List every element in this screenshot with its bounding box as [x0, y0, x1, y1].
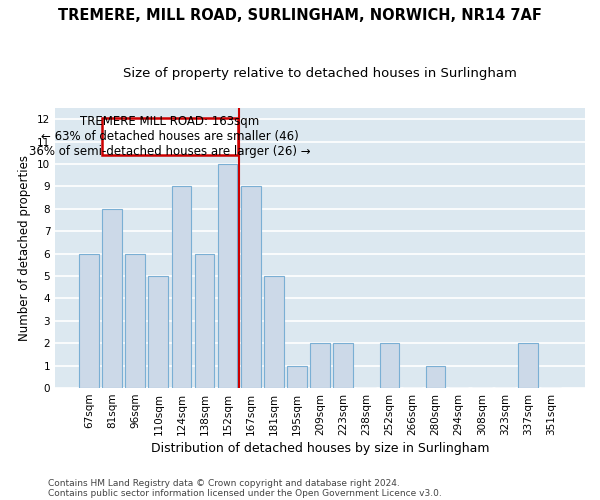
Title: Size of property relative to detached houses in Surlingham: Size of property relative to detached ho…: [123, 68, 517, 80]
Bar: [79, 254, 99, 388]
Bar: [426, 366, 445, 388]
Bar: [195, 254, 214, 388]
Text: TREMERE, MILL ROAD, SURLINGHAM, NORWICH, NR14 7AF: TREMERE, MILL ROAD, SURLINGHAM, NORWICH,…: [58, 8, 542, 22]
Bar: [218, 164, 238, 388]
Bar: [380, 344, 399, 388]
Text: Contains HM Land Registry data © Crown copyright and database right 2024.: Contains HM Land Registry data © Crown c…: [48, 478, 400, 488]
Bar: [172, 186, 191, 388]
Text: TREMERE MILL ROAD: 163sqm
← 63% of detached houses are smaller (46)
36% of semi-: TREMERE MILL ROAD: 163sqm ← 63% of detac…: [29, 115, 311, 158]
Bar: [148, 276, 168, 388]
Bar: [241, 186, 260, 388]
Y-axis label: Number of detached properties: Number of detached properties: [19, 155, 31, 341]
X-axis label: Distribution of detached houses by size in Surlingham: Distribution of detached houses by size …: [151, 442, 489, 455]
Bar: [102, 209, 122, 388]
Bar: [310, 344, 330, 388]
FancyBboxPatch shape: [102, 118, 238, 155]
Bar: [287, 366, 307, 388]
Text: Contains public sector information licensed under the Open Government Licence v3: Contains public sector information licen…: [48, 488, 442, 498]
Bar: [125, 254, 145, 388]
Bar: [518, 344, 538, 388]
Bar: [334, 344, 353, 388]
Bar: [264, 276, 284, 388]
